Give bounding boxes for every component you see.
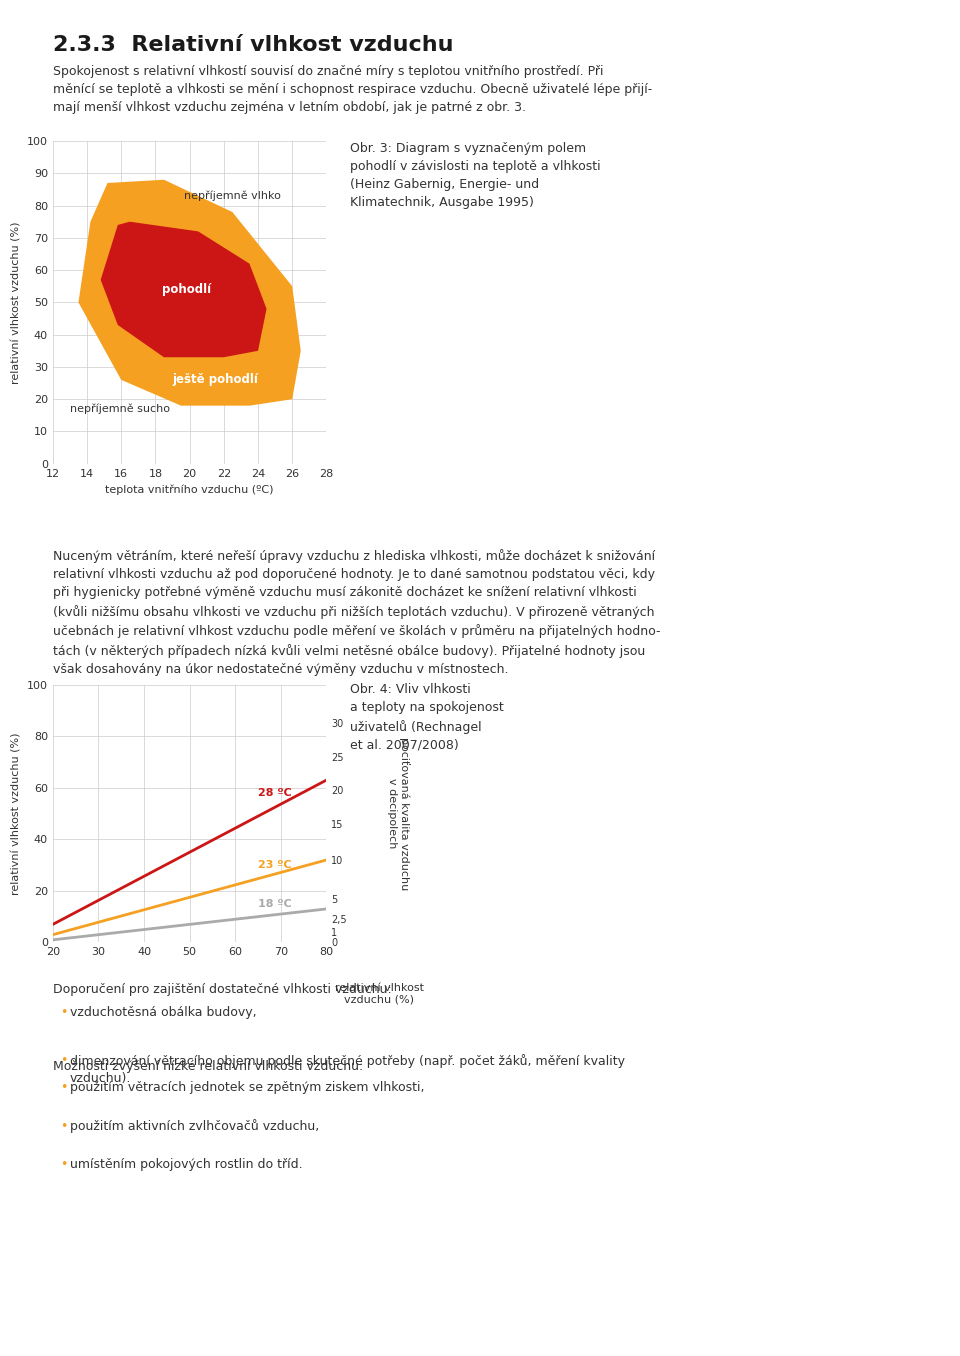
Text: Nuceným větráním, které neřeší úpravy vzduchu z hlediska vlhkosti, může docházet: Nuceným větráním, které neřeší úpravy vz… — [53, 549, 660, 675]
Y-axis label: relativní vlhkost vzduchu (%): relativní vlhkost vzduchu (%) — [12, 221, 21, 384]
Text: 2.3.3  Relativní vlhkost vzduchu: 2.3.3 Relativní vlhkost vzduchu — [53, 35, 453, 56]
Text: 28 ºC: 28 ºC — [258, 788, 292, 799]
Text: Obr. 3: Diagram s vyznačeným polem
pohodlí v závislosti na teplotě a vlhkosti
(H: Obr. 3: Diagram s vyznačeným polem pohod… — [350, 142, 601, 209]
Text: pohodlí: pohodlí — [161, 283, 211, 296]
Text: Obr. 4: Vliv vlhkosti
a teploty na spokojenost
uživatelů (Rechnagel
et al. 2007/: Obr. 4: Vliv vlhkosti a teploty na spoko… — [350, 683, 504, 751]
Text: 18 ºC: 18 ºC — [258, 899, 292, 909]
Text: pociťovaná kvalita vzduchu
v decipolech: pociťovaná kvalita vzduchu v decipolech — [387, 736, 410, 891]
Text: •: • — [60, 1120, 68, 1132]
Text: použitím aktivních zvlhčovačů vzduchu,: použitím aktivních zvlhčovačů vzduchu, — [70, 1120, 320, 1134]
Text: ještě pohodlí: ještě pohodlí — [172, 373, 258, 386]
Text: dimenzování větracího objemu podle skutečné potřeby (např. počet žáků, měření kv: dimenzování větracího objemu podle skute… — [70, 1054, 625, 1085]
Text: Spokojenost s relativní vlhkostí souvisí do značné míry s teplotou vnitřního pro: Spokojenost s relativní vlhkostí souvisí… — [53, 65, 652, 114]
Polygon shape — [101, 221, 267, 357]
Text: 11: 11 — [873, 1299, 908, 1323]
Polygon shape — [79, 180, 300, 405]
X-axis label: teplota vnitřního vzduchu (ºC): teplota vnitřního vzduchu (ºC) — [106, 484, 274, 495]
Text: •: • — [60, 1006, 68, 1020]
Text: nepříjemně sucho: nepříjemně sucho — [70, 404, 170, 414]
Text: umístěním pokojových rostlin do tříd.: umístěním pokojových rostlin do tříd. — [70, 1158, 302, 1172]
Text: relativní vlhkost
vzduchu (%): relativní vlhkost vzduchu (%) — [335, 983, 423, 1005]
Text: vzduchotěsná obálka budovy,: vzduchotěsná obálka budovy, — [70, 1006, 256, 1020]
Text: •: • — [60, 1081, 68, 1094]
Text: nepříjemně vlhko: nepříjemně vlhko — [184, 191, 280, 201]
Text: •: • — [60, 1054, 68, 1067]
Text: použitím větracích jednotek se zpětným ziskem vlhkosti,: použitím větracích jednotek se zpětným z… — [70, 1081, 424, 1094]
Text: 23 ºC: 23 ºC — [258, 860, 292, 871]
Text: Možnosti zvýšení nízké relativní vlhkosti vzduchu:: Možnosti zvýšení nízké relativní vlhkost… — [53, 1060, 363, 1074]
Y-axis label: relativní vlhkost vzduchu (%): relativní vlhkost vzduchu (%) — [12, 732, 21, 895]
Text: Doporučení pro zajištění dostatečné vlhkosti vzduchu:: Doporučení pro zajištění dostatečné vlhk… — [53, 983, 392, 997]
Text: •: • — [60, 1158, 68, 1172]
